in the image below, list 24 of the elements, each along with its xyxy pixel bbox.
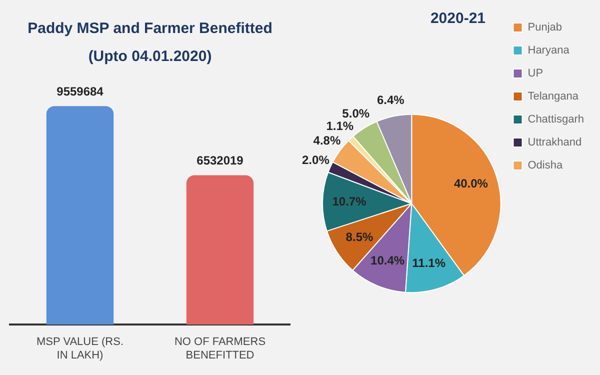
x-tick-label: MSP VALUE (RS. IN LAKH) bbox=[36, 336, 124, 362]
data-label: 40.0% bbox=[454, 176, 488, 191]
chart-subtitle: (Upto 04.01.2020) bbox=[88, 48, 212, 66]
data-label: 8.5% bbox=[346, 230, 374, 244]
chart-title: 2020-21 bbox=[430, 10, 486, 28]
legend-label: UP bbox=[528, 68, 544, 80]
legend-label: Haryana bbox=[528, 44, 570, 57]
data-label: 10.4% bbox=[370, 253, 405, 268]
legend-label: Odisha bbox=[528, 160, 564, 172]
data-label: 2.0% bbox=[302, 152, 330, 167]
legend-label: Telangana bbox=[528, 90, 580, 103]
data-label: 10.7% bbox=[332, 194, 367, 208]
data-label: 6532019 bbox=[196, 154, 244, 168]
chart-title: Paddy MSP and Farmer Benefitted bbox=[28, 20, 272, 38]
data-label: 4.8% bbox=[313, 133, 341, 148]
data-label: 1.1% bbox=[326, 118, 354, 133]
x-tick-label: NO OF FARMERS BENEFITTED bbox=[174, 336, 266, 362]
data-label: 11.1% bbox=[412, 256, 446, 270]
legend-label: Punjab bbox=[528, 22, 562, 34]
legend-label: Chattisgarh bbox=[528, 114, 584, 126]
data-label: 9559684 bbox=[56, 84, 104, 98]
data-label: 5.0% bbox=[342, 106, 370, 121]
data-label: 6.4% bbox=[376, 92, 405, 107]
legend-label: Uttrakhand bbox=[528, 136, 582, 149]
